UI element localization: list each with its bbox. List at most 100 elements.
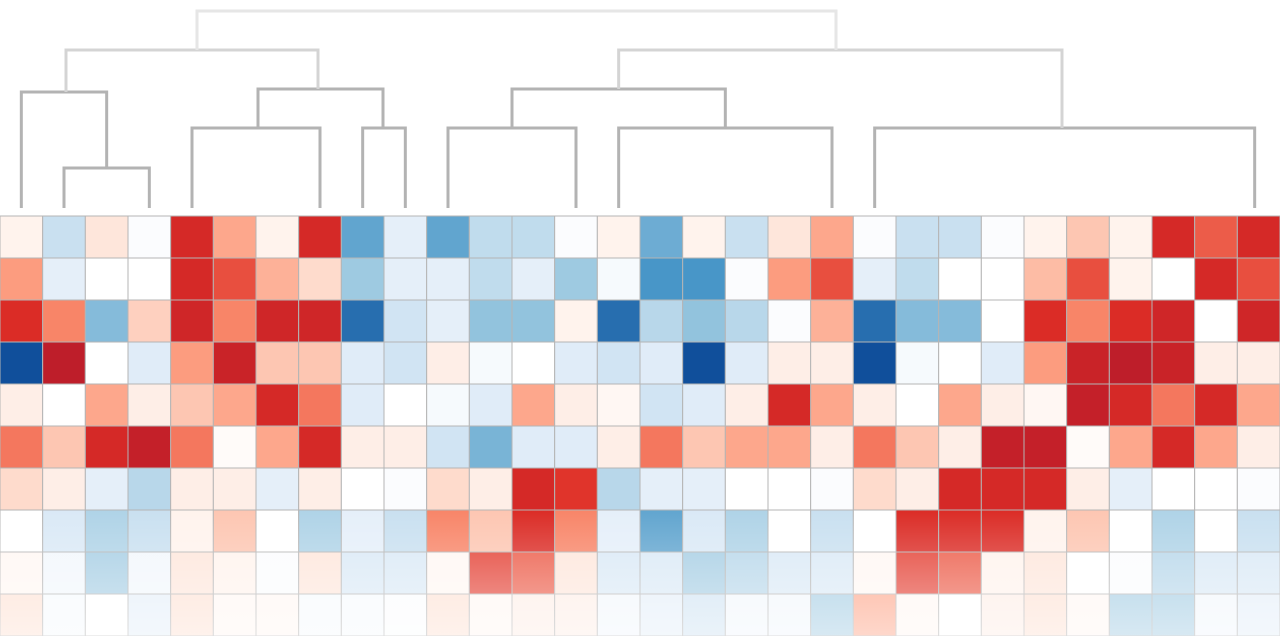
heatmap-cell-r7-c27: [1151, 509, 1196, 553]
heatmap-cell-r8-c0: [0, 551, 44, 595]
heatmap-cell-r8-c9: [383, 551, 428, 595]
heatmap-cell-r7-c10: [426, 509, 470, 553]
heatmap-cell-r2-c24: [1023, 299, 1068, 343]
heatmap-cell-r2-c22: [938, 299, 982, 343]
heatmap-cell-r5-c22: [938, 425, 982, 469]
dendrogram-link-7: [617, 126, 834, 208]
heatmap-cell-r6-c2: [84, 467, 129, 511]
heatmap-cell-r1-c8: [340, 257, 385, 301]
heatmap-cell-r2-c7: [298, 299, 342, 343]
heatmap-cell-r7-c0: [0, 509, 44, 553]
dendrogram-link-8: [510, 87, 727, 128]
heatmap-cell-r4-c12: [511, 383, 556, 427]
heatmap-cell-r8-c17: [724, 551, 769, 595]
heatmap-cell-r3-c2: [84, 341, 129, 385]
heatmap-cell-r8-c11: [468, 551, 513, 595]
heatmap-cell-r0-c15: [639, 215, 684, 259]
heatmap-cell-r5-c24: [1023, 425, 1068, 469]
heatmap-cell-r4-c2: [84, 383, 129, 427]
heatmap-cell-r3-c23: [980, 341, 1025, 385]
heatmap-cell-r5-c21: [895, 425, 940, 469]
heatmap-cell-r2-c25: [1066, 299, 1110, 343]
heatmap-cell-r2-c6: [255, 299, 300, 343]
heatmap-cell-r4-c18: [767, 383, 812, 427]
heatmap-cell-r3-c5: [212, 341, 257, 385]
heatmap-cell-r4-c7: [298, 383, 342, 427]
heatmap-cell-r7-c2: [84, 509, 129, 553]
heatmap-cell-r3-c4: [170, 341, 214, 385]
heatmap-cell-r5-c11: [468, 425, 513, 469]
heatmap-cell-r7-c23: [980, 509, 1025, 553]
dendrogram-link-11: [195, 9, 838, 50]
heatmap-cell-r9-c12: [511, 593, 556, 636]
heatmap-cell-r8-c7: [298, 551, 342, 595]
heatmap-cell-r2-c11: [468, 299, 513, 343]
heatmap-cell-r0-c7: [298, 215, 342, 259]
heatmap-cell-r7-c22: [938, 509, 982, 553]
heatmap-cell-r3-c10: [426, 341, 470, 385]
heatmap-cell-r2-c23: [980, 299, 1025, 343]
heatmap-cell-r0-c16: [682, 215, 726, 259]
heatmap-cell-r2-c2: [84, 299, 129, 343]
heatmap-cell-r7-c25: [1066, 509, 1110, 553]
heatmap-cell-r5-c25: [1066, 425, 1110, 469]
heatmap-cell-r9-c23: [980, 593, 1025, 636]
heatmap-cell-r5-c17: [724, 425, 769, 469]
heatmap-cell-r7-c19: [810, 509, 854, 553]
heatmap-cell-r4-c22: [938, 383, 982, 427]
heatmap-cell-r4-c15: [639, 383, 684, 427]
heatmap-cell-r4-c9: [383, 383, 428, 427]
heatmap-cell-r9-c20: [852, 593, 897, 636]
heatmap-cell-r0-c26: [1108, 215, 1153, 259]
heatmap-cell-r8-c21: [895, 551, 940, 595]
heatmap-cell-r3-c18: [767, 341, 812, 385]
heatmap-cell-r8-c28: [1194, 551, 1238, 595]
heatmap-cell-r9-c19: [810, 593, 854, 636]
heatmap-cell-r4-c27: [1151, 383, 1196, 427]
heatmap-cell-r6-c28: [1194, 467, 1238, 511]
heatmap-cell-r3-c20: [852, 341, 897, 385]
heatmap-cell-r5-c6: [255, 425, 300, 469]
heatmap-cell-r4-c4: [170, 383, 214, 427]
heatmap-cell-r6-c21: [895, 467, 940, 511]
heatmap-cell-r5-c16: [682, 425, 726, 469]
heatmap-cell-r4-c14: [596, 383, 641, 427]
dendrogram-link-3: [361, 126, 407, 208]
heatmap-cell-r5-c26: [1108, 425, 1153, 469]
heatmap-cell-r2-c15: [639, 299, 684, 343]
heatmap-cell-r1-c12: [511, 257, 556, 301]
heatmap-cell-r0-c19: [810, 215, 854, 259]
heatmap-cell-r3-c21: [895, 341, 940, 385]
heatmap-cell-r1-c4: [170, 257, 214, 301]
heatmap-cell-r1-c11: [468, 257, 513, 301]
heatmap-cell-r7-c1: [42, 509, 86, 553]
heatmap-cell-r1-c0: [0, 257, 44, 301]
heatmap-cell-r8-c14: [596, 551, 641, 595]
heatmap-cell-r1-c9: [383, 257, 428, 301]
heatmap-cell-r0-c25: [1066, 215, 1110, 259]
heatmap-cell-r8-c10: [426, 551, 470, 595]
heatmap-cell-r2-c13: [554, 299, 598, 343]
heatmap-cell-r2-c0: [0, 299, 44, 343]
heatmap-cell-r8-c22: [938, 551, 982, 595]
heatmap-cell-r9-c0: [0, 593, 44, 636]
heatmap-cell-r1-c10: [426, 257, 470, 301]
heatmap-cell-r7-c21: [895, 509, 940, 553]
heatmap-cell-r2-c28: [1194, 299, 1238, 343]
heatmap-cell-r3-c7: [298, 341, 342, 385]
dendrogram-link-6: [446, 126, 578, 208]
heatmap-cell-r5-c9: [383, 425, 428, 469]
heatmap-cell-r5-c27: [1151, 425, 1196, 469]
heatmap-cell-r3-c11: [468, 341, 513, 385]
heatmap-cell-r9-c10: [426, 593, 470, 636]
heatmap-cell-r6-c26: [1108, 467, 1153, 511]
heatmap-cell-r8-c26: [1108, 551, 1153, 595]
heatmap-cell-r4-c8: [340, 383, 385, 427]
heatmap-cell-r1-c18: [767, 257, 812, 301]
heatmap-cell-r0-c20: [852, 215, 897, 259]
heatmap-cell-r9-c11: [468, 593, 513, 636]
heatmap-cell-r8-c5: [212, 551, 257, 595]
heatmap-cell-r1-c22: [938, 257, 982, 301]
heatmap-cell-r9-c28: [1194, 593, 1238, 636]
